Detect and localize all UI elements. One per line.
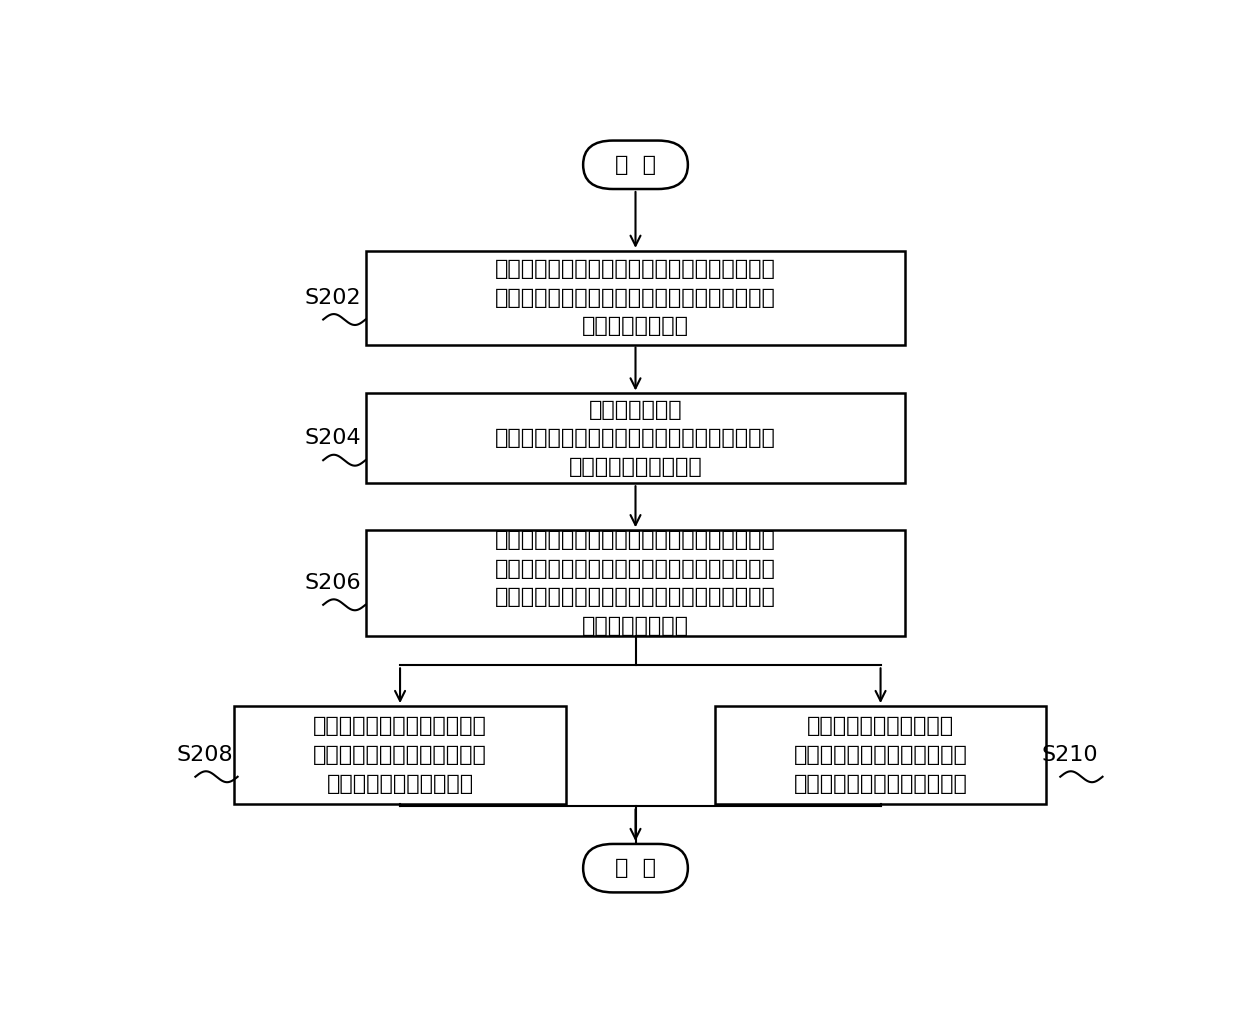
Text: S210: S210: [1042, 745, 1099, 765]
Bar: [367, 251, 905, 344]
Bar: [714, 706, 1047, 804]
Text: S206: S206: [305, 572, 361, 593]
Text: 开  始: 开 始: [615, 154, 656, 175]
Text: S204: S204: [305, 428, 361, 449]
Text: 获取高压直流输电逆变侧交流的母线电路中各相
的相电压和相电流，并计算母线电路的序电压、
序电流和三相功率: 获取高压直流输电逆变侧交流的母线电路中各相 的相电压和相电流，并计算母线电路的序…: [495, 259, 776, 336]
Text: 当零序电压故障分量滞后于零
序电流故障劆量时，判断故障
发生在母线电路的正方向: 当零序电压故障分量滞后于零 序电流故障劆量时，判断故障 发生在母线电路的正方向: [314, 716, 487, 794]
Bar: [367, 530, 905, 635]
Bar: [367, 394, 905, 483]
Text: 结  束: 结 束: [615, 858, 656, 878]
Text: 当零序电压故障分量超前
于零序电流故障分量时，判断
故障发生在母线电路的反方向: 当零序电压故障分量超前 于零序电流故障分量时，判断 故障发生在母线电路的反方向: [794, 716, 967, 794]
FancyBboxPatch shape: [583, 140, 688, 189]
Text: 当故障信号为单相接地故障信号或两相接地故障
信号时，延时获取序电压的故障分量中的零序电
压故障分量，并延时获取序电流的故障分量中的
零序电流故障分量: 当故障信号为单相接地故障信号或两相接地故障 信号时，延时获取序电压的故障分量中的…: [495, 530, 776, 636]
Text: S208: S208: [176, 745, 233, 765]
Bar: [234, 706, 565, 804]
Text: S202: S202: [305, 287, 361, 308]
FancyBboxPatch shape: [583, 843, 688, 892]
Text: 根据相电压和序
电压判断母线电路中是否存在故障，若存在故障
则生成相应的故障信号: 根据相电压和序 电压判断母线电路中是否存在故障，若存在故障 则生成相应的故障信号: [495, 400, 776, 477]
